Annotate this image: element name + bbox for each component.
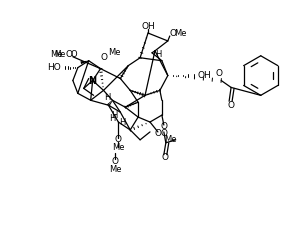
Text: N: N bbox=[88, 76, 97, 86]
Text: Me: Me bbox=[109, 48, 121, 57]
Text: Me: Me bbox=[109, 165, 122, 174]
Text: O: O bbox=[70, 50, 77, 59]
Text: Me: Me bbox=[50, 50, 63, 59]
Text: O: O bbox=[160, 122, 167, 132]
Text: O: O bbox=[115, 135, 122, 144]
Text: OH: OH bbox=[197, 71, 211, 80]
Text: OH: OH bbox=[141, 22, 155, 30]
Text: O: O bbox=[112, 157, 119, 166]
Text: H: H bbox=[119, 118, 126, 126]
Text: H: H bbox=[104, 93, 110, 102]
Text: Me: Me bbox=[55, 50, 66, 59]
Text: O: O bbox=[169, 28, 176, 38]
Text: H: H bbox=[155, 50, 161, 59]
Text: Me: Me bbox=[112, 143, 124, 152]
Text: O: O bbox=[216, 69, 223, 78]
Text: O: O bbox=[65, 50, 72, 59]
Text: Me: Me bbox=[174, 28, 187, 38]
Text: O: O bbox=[228, 101, 235, 110]
Text: O: O bbox=[154, 130, 161, 138]
Text: O: O bbox=[100, 53, 107, 62]
Text: HO: HO bbox=[47, 63, 61, 72]
Text: H: H bbox=[111, 110, 117, 120]
Polygon shape bbox=[80, 61, 89, 64]
Text: Me: Me bbox=[164, 135, 176, 144]
Text: O: O bbox=[161, 153, 168, 162]
Text: O: O bbox=[160, 130, 167, 138]
Text: H: H bbox=[109, 114, 116, 122]
